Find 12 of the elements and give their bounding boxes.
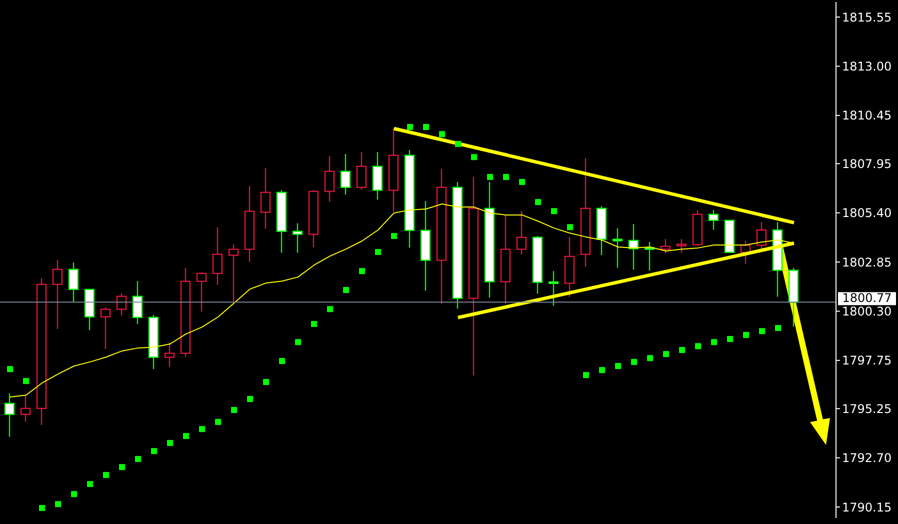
y-tick-label: 1805.40 [842, 206, 892, 220]
y-tick-label: 1797.75 [842, 354, 892, 368]
y-tick-label: 1807.95 [842, 156, 892, 171]
y-tick-label: 1792.70 [842, 451, 892, 466]
y-tick-label: 1815.55 [842, 10, 892, 24]
y-tick-label: 1795.25 [842, 402, 892, 416]
y-tick-label: 1802.85 [842, 255, 892, 270]
y-tick-label: 1810.45 [842, 108, 892, 123]
ref-line-label: 1800.77 [842, 290, 892, 305]
y-tick-label: 1800.30 [842, 304, 892, 318]
y-tick-label: 1813.00 [842, 59, 892, 74]
y-tick-label: 1790.15 [842, 500, 892, 514]
